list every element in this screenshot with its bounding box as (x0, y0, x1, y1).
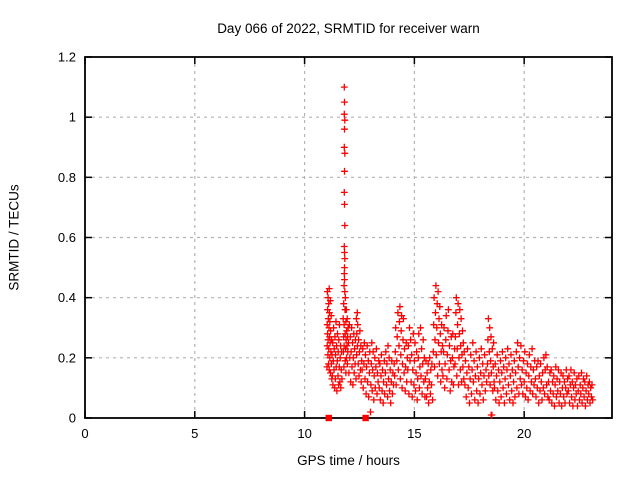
y-tick-label: 1.2 (58, 50, 76, 65)
x-tick-label: 10 (297, 426, 311, 441)
y-tick-label: 0.8 (58, 170, 76, 185)
y-tick-label: 0.6 (58, 230, 76, 245)
x-axis-label: GPS time / hours (297, 453, 400, 468)
data-square-flagged-epochs (362, 414, 369, 422)
data-points-SRMTID (323, 83, 597, 419)
y-tick-label: 0.2 (58, 350, 76, 365)
data-square-flagged-epochs (325, 414, 332, 422)
chart-title: Day 066 of 2022, SRMTID for receiver war… (217, 21, 480, 36)
y-tick-label: 0.4 (58, 290, 76, 305)
x-tick-label: 5 (191, 426, 198, 441)
y-tick-label: 0 (69, 411, 76, 426)
x-tick-label: 15 (407, 426, 421, 441)
plot-border (84, 56, 613, 419)
x-tick-label: 0 (81, 426, 88, 441)
y-axis-label: SRMTID / TECUs (6, 184, 22, 291)
x-tick-label: 20 (517, 426, 531, 441)
y-tick-label: 1 (69, 110, 76, 125)
